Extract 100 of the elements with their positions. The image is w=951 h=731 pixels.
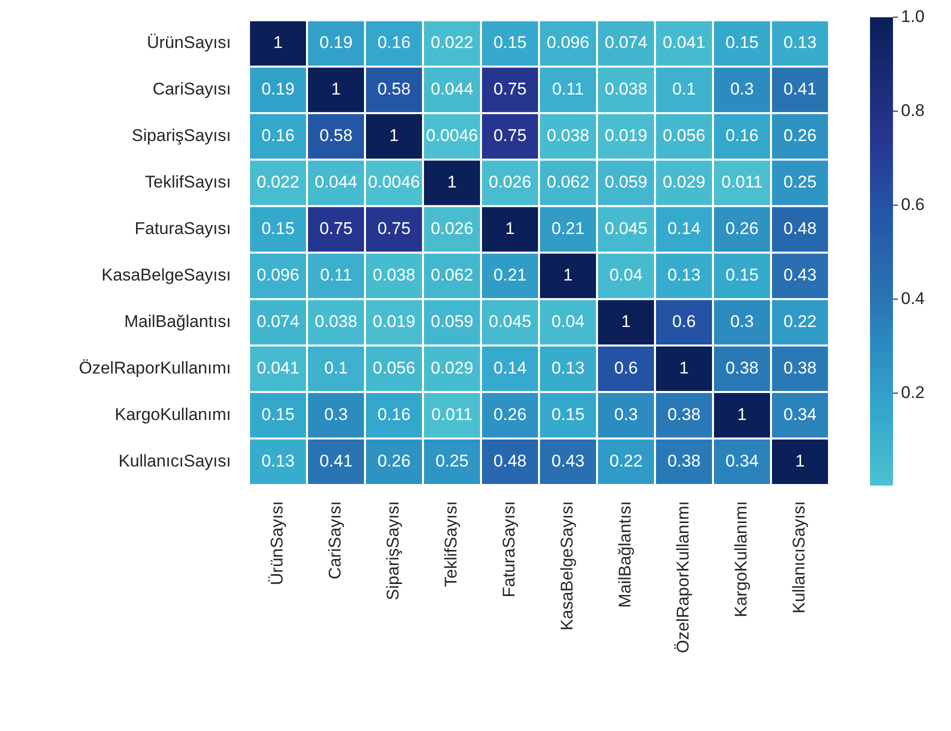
data-label: 0.0046 [426, 126, 478, 146]
data-label: 0.14 [667, 219, 701, 238]
x-tick-label: KargoKullanımı [732, 501, 751, 618]
x-tick-label: ÖzelRaporKullanımı [674, 501, 693, 654]
data-label: 0.011 [721, 172, 763, 192]
data-label: 0.096 [546, 33, 590, 52]
data-label: 0.21 [551, 219, 585, 238]
data-label: 0.3 [614, 404, 638, 424]
data-label: 0.038 [546, 126, 590, 146]
y-tick-label: KargoKullanımı [114, 404, 231, 424]
data-label: 0.074 [256, 312, 300, 332]
data-label: 0.04 [609, 266, 643, 285]
data-label: 0.3 [730, 80, 754, 99]
data-label: 0.16 [261, 126, 295, 146]
data-label: 1 [505, 219, 515, 238]
data-label: 0.074 [604, 33, 648, 52]
data-label: 0.3 [324, 404, 348, 424]
data-label: 0.029 [662, 172, 706, 192]
color-bar-label: 0.8 [901, 100, 925, 120]
data-label: 0.019 [604, 126, 648, 146]
data-label: 0.38 [667, 404, 701, 424]
data-label: 1 [795, 451, 805, 470]
data-label: 0.011 [431, 404, 473, 424]
data-label: 0.038 [604, 80, 648, 99]
data-label: 0.38 [667, 451, 701, 470]
data-label: 0.11 [320, 266, 352, 285]
data-label: 0.038 [314, 312, 358, 332]
data-label: 0.038 [372, 266, 416, 285]
data-label: 0.15 [725, 33, 759, 52]
data-label: 0.15 [551, 404, 585, 424]
data-label: 0.43 [551, 451, 585, 470]
x-tick-label: KasaBelgeSayısı [558, 501, 577, 630]
data-label: 1 [563, 266, 573, 285]
data-label: 0.041 [662, 33, 706, 52]
y-tick-label: KullanıcıSayısı [118, 451, 231, 470]
color-bar-label: 0.2 [901, 382, 925, 402]
y-tick-label: ÖzelRaporKullanımı [78, 358, 231, 378]
data-label: 0.6 [614, 358, 638, 378]
data-label: 0.58 [377, 80, 411, 99]
data-label: 0.19 [319, 33, 353, 52]
data-label: 0.041 [256, 358, 300, 378]
data-label: 0.16 [377, 33, 411, 52]
y-tick-label: SiparişSayısı [132, 126, 231, 146]
data-label: 0.43 [783, 266, 817, 285]
data-label: 0.13 [783, 33, 817, 52]
data-label: 0.38 [783, 358, 817, 378]
color-bar-label: 0.6 [901, 194, 925, 214]
data-label: 1 [737, 404, 747, 424]
y-tick-label: MailBağlantısı [124, 312, 231, 332]
data-label: 1 [679, 358, 689, 378]
y-tick-label: ÜrünSayısı [146, 33, 231, 52]
data-label: 0.3 [730, 312, 754, 332]
data-label: 0.38 [725, 358, 759, 378]
data-label: 1 [621, 312, 631, 332]
x-tick-label: MailBağlantısı [616, 501, 635, 608]
data-label: 0.045 [488, 312, 532, 332]
data-label: 0.044 [430, 80, 474, 99]
data-label: 0.26 [493, 404, 527, 424]
data-label: 0.25 [435, 451, 469, 470]
data-label: 0.75 [319, 219, 353, 238]
x-tick-label: KullanıcıSayısı [790, 501, 809, 614]
data-label: 0.19 [261, 80, 295, 99]
data-label: 0.48 [493, 451, 527, 470]
data-label: 0.34 [725, 451, 759, 470]
data-label: 0.04 [551, 312, 585, 332]
data-label: 0.22 [783, 312, 817, 332]
data-label: 0.0046 [368, 172, 420, 192]
y-tick-label: CariSayısı [152, 80, 231, 99]
data-label: 0.15 [261, 404, 295, 424]
data-label: 0.1 [672, 80, 696, 99]
data-label: 0.056 [372, 358, 416, 378]
data-label: 0.22 [609, 451, 643, 470]
y-tick-label: FaturaSayısı [134, 219, 231, 238]
data-label: 0.6 [672, 312, 696, 332]
data-label: 0.059 [430, 312, 474, 332]
data-label: 0.14 [493, 358, 527, 378]
data-label: 0.019 [372, 312, 416, 332]
data-label: 0.022 [256, 172, 300, 192]
data-label: 0.26 [377, 451, 411, 470]
y-tick-label: KasaBelgeSayısı [102, 266, 231, 285]
data-label: 0.11 [552, 80, 584, 99]
data-label: 1 [331, 80, 341, 99]
data-label: 0.15 [261, 219, 295, 238]
data-label: 0.75 [493, 126, 527, 146]
data-label: 0.022 [430, 33, 474, 52]
data-label: 0.16 [725, 126, 759, 146]
data-label: 0.13 [551, 358, 585, 378]
data-label: 0.26 [725, 219, 759, 238]
data-label: 0.41 [783, 80, 817, 99]
data-label: 0.15 [725, 266, 759, 285]
data-label: 0.062 [546, 172, 590, 192]
x-tick-label: TeklifSayısı [442, 501, 461, 587]
data-label: 0.059 [604, 172, 648, 192]
data-label: 0.48 [783, 219, 817, 238]
y-tick-label: TeklifSayısı [145, 172, 231, 192]
data-label: 0.045 [604, 219, 648, 238]
data-label: 0.41 [319, 451, 353, 470]
data-label: 1 [389, 126, 399, 146]
data-label: 0.21 [493, 266, 527, 285]
data-label: 0.096 [256, 266, 300, 285]
